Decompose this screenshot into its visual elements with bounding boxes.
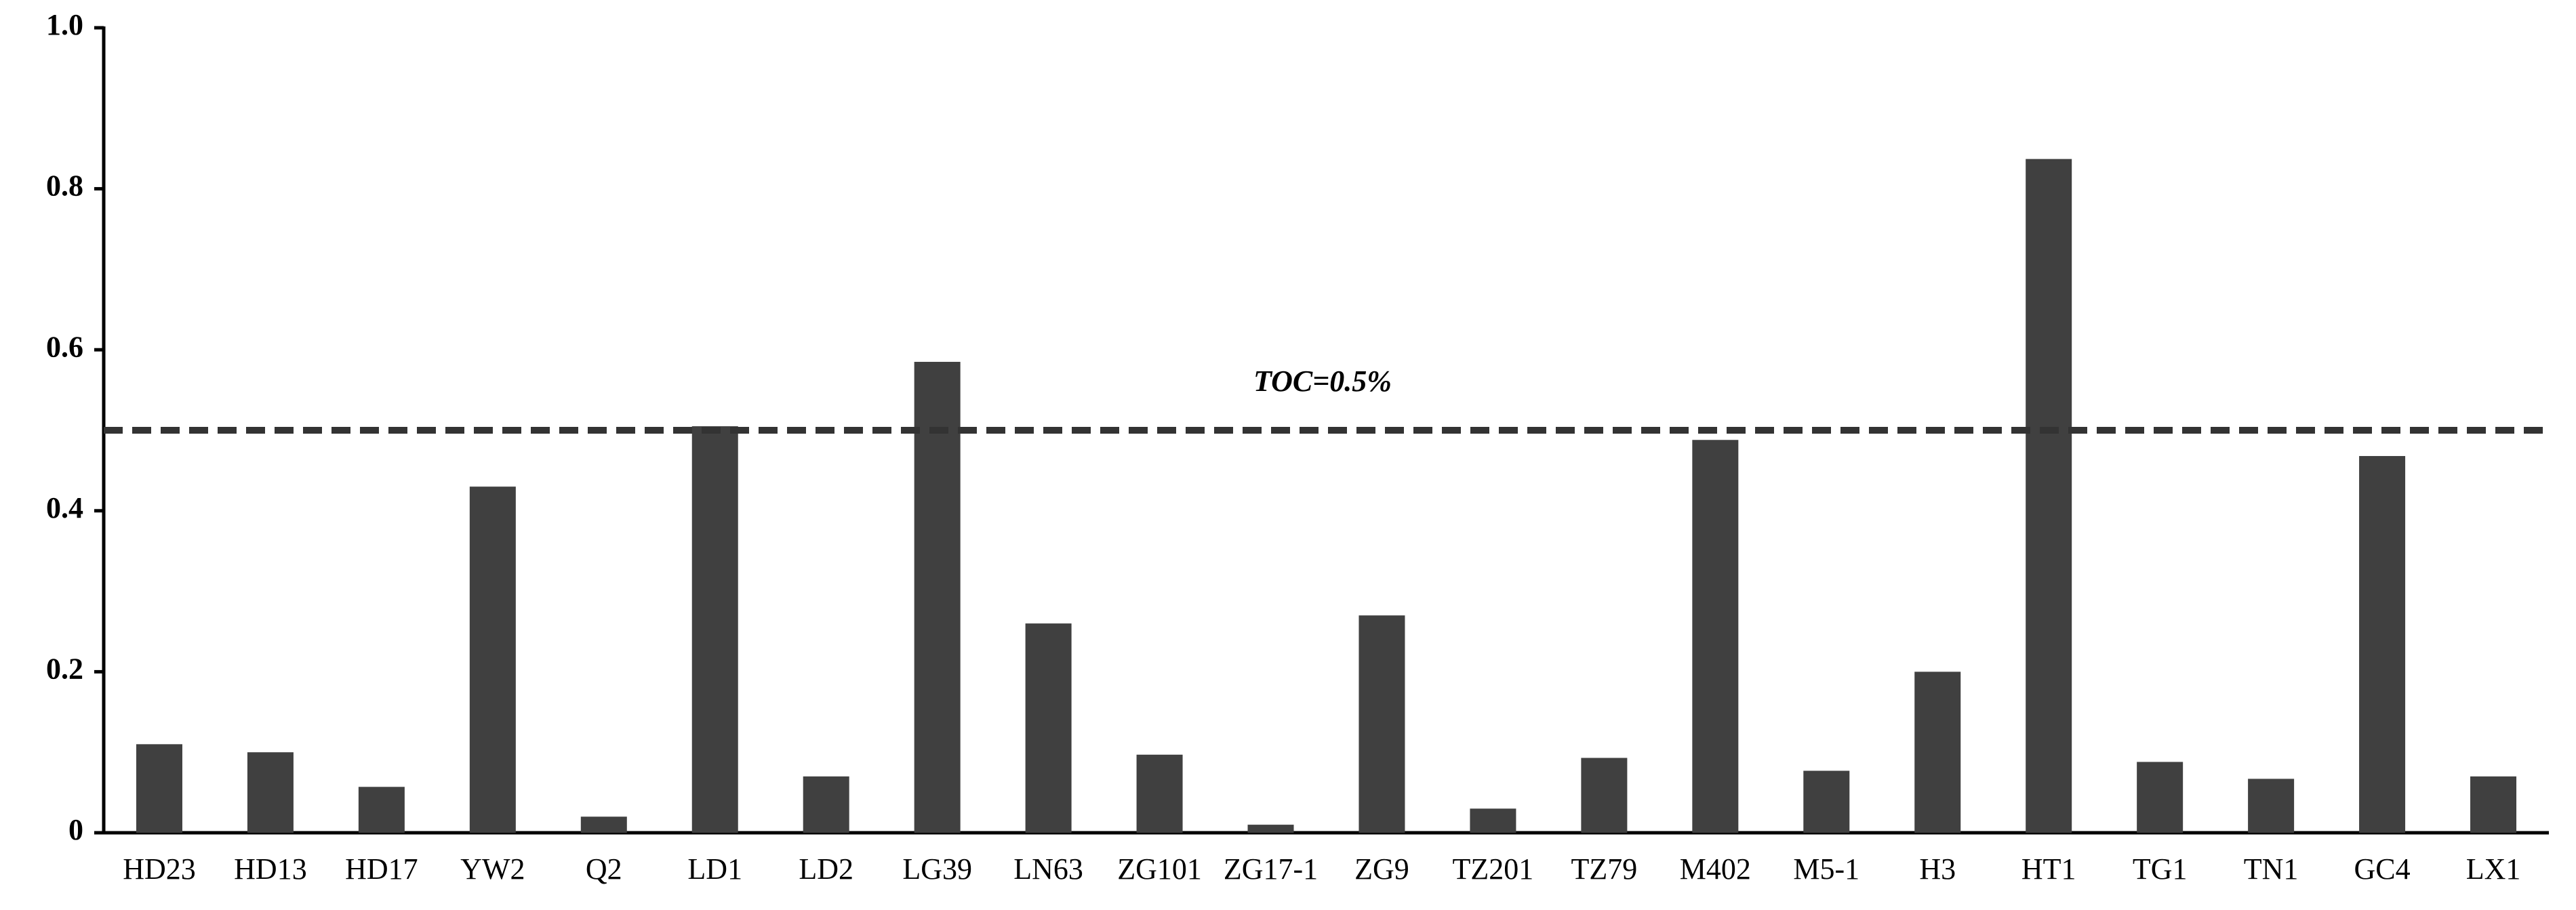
bar xyxy=(1470,808,1516,833)
x-tick-label: LG39 xyxy=(902,852,972,886)
x-tick-label: LD2 xyxy=(799,852,853,886)
x-tick-label: HT1 xyxy=(2021,852,2076,886)
x-tick-label: GC4 xyxy=(2354,852,2411,886)
x-tick-label: M5-1 xyxy=(1793,852,1859,886)
x-tick-label: ZG9 xyxy=(1354,852,1409,886)
x-tick-label: YW2 xyxy=(460,852,525,886)
x-tick-label: Q2 xyxy=(586,852,622,886)
bar xyxy=(914,362,961,833)
bar xyxy=(2137,762,2183,833)
bar xyxy=(803,776,849,833)
x-tick-label: HD13 xyxy=(234,852,307,886)
x-tick-label: HD23 xyxy=(123,852,196,886)
bar xyxy=(691,426,738,833)
bar xyxy=(247,752,294,833)
x-tick-label: ZG17-1 xyxy=(1224,852,1318,886)
bar xyxy=(2248,779,2295,833)
x-tick-label: TG1 xyxy=(2133,852,2188,886)
bar xyxy=(2470,776,2517,833)
bar xyxy=(469,487,516,833)
y-tick-label: 0.4 xyxy=(46,491,83,524)
bar xyxy=(1025,623,1072,833)
y-tick-label: 0 xyxy=(68,813,83,846)
x-tick-label: HD17 xyxy=(345,852,418,886)
reference-label: TOC=0.5% xyxy=(1253,365,1392,398)
bar xyxy=(2026,159,2072,833)
x-tick-label: H3 xyxy=(1919,852,1956,886)
x-tick-label: TN1 xyxy=(2244,852,2299,886)
bar xyxy=(358,787,405,833)
x-tick-label: M402 xyxy=(1680,852,1751,886)
x-tick-label: LD1 xyxy=(687,852,742,886)
bar xyxy=(136,744,182,833)
bar xyxy=(1359,615,1405,833)
bar xyxy=(1247,825,1294,833)
x-tick-label: LN63 xyxy=(1013,852,1083,886)
bar xyxy=(1581,758,1628,833)
bar xyxy=(1136,754,1183,833)
bar xyxy=(1914,671,1961,833)
y-tick-label: 0.2 xyxy=(46,652,83,685)
y-tick-label: 0.8 xyxy=(46,169,83,203)
y-tick-label: 0.6 xyxy=(46,330,83,363)
x-tick-label: ZG101 xyxy=(1117,852,1202,886)
bar xyxy=(2359,456,2406,833)
bar xyxy=(580,816,627,833)
x-tick-label: TZ201 xyxy=(1453,852,1534,886)
bar xyxy=(1692,440,1739,833)
y-tick-label: 1.0 xyxy=(46,8,83,41)
x-tick-label: TZ79 xyxy=(1571,852,1638,886)
bar xyxy=(1803,770,1850,833)
x-tick-label: LX1 xyxy=(2466,852,2521,886)
